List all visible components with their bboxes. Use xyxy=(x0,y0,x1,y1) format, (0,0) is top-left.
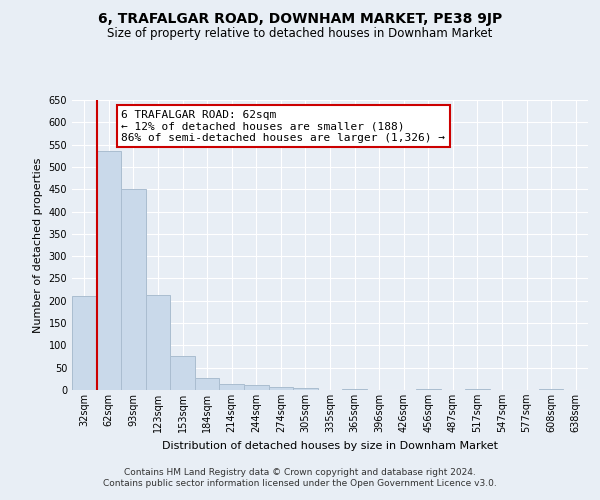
Bar xyxy=(72,296,97,390)
Bar xyxy=(465,389,490,390)
Bar xyxy=(244,385,269,390)
Y-axis label: Number of detached properties: Number of detached properties xyxy=(33,158,43,332)
Bar xyxy=(342,388,367,390)
Bar xyxy=(170,356,195,390)
Text: Size of property relative to detached houses in Downham Market: Size of property relative to detached ho… xyxy=(107,28,493,40)
Bar xyxy=(539,389,563,390)
Bar xyxy=(220,384,244,390)
Bar xyxy=(269,387,293,390)
Bar xyxy=(293,388,318,390)
Bar xyxy=(146,296,170,390)
Text: 6, TRAFALGAR ROAD, DOWNHAM MARKET, PE38 9JP: 6, TRAFALGAR ROAD, DOWNHAM MARKET, PE38 … xyxy=(98,12,502,26)
Bar xyxy=(97,152,121,390)
Text: Contains HM Land Registry data © Crown copyright and database right 2024.
Contai: Contains HM Land Registry data © Crown c… xyxy=(103,468,497,487)
Bar xyxy=(195,378,220,390)
Bar xyxy=(121,189,146,390)
X-axis label: Distribution of detached houses by size in Downham Market: Distribution of detached houses by size … xyxy=(162,440,498,450)
Text: 6 TRAFALGAR ROAD: 62sqm
← 12% of detached houses are smaller (188)
86% of semi-d: 6 TRAFALGAR ROAD: 62sqm ← 12% of detache… xyxy=(121,110,445,143)
Bar xyxy=(416,389,440,390)
